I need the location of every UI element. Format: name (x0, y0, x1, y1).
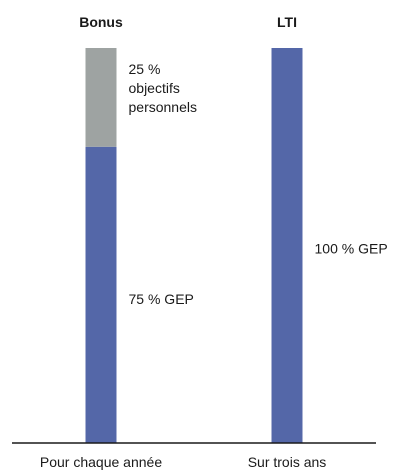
data-label-bonus-1: 25 % objectifs personnels (129, 61, 198, 115)
bar-segment-bonus-1 (85, 48, 117, 147)
labels-layer: Bonus Pour chaque année 75 % GEP 25 % object… (40, 14, 388, 470)
bar-segment-bonus-0 (85, 146, 117, 443)
bar-segment-lti-0 (271, 48, 303, 443)
x-tick-label-bonus: Pour chaque année (40, 454, 162, 470)
data-label-lti-0: 100 % GEP (315, 240, 388, 256)
x-tick-label-lti: Sur trois ans (248, 454, 327, 470)
bars-layer (85, 48, 303, 443)
data-label-bonus-0: 75 % GEP (129, 291, 194, 307)
column-title-lti: LTI (277, 14, 297, 30)
column-title-bonus: Bonus (79, 14, 123, 30)
